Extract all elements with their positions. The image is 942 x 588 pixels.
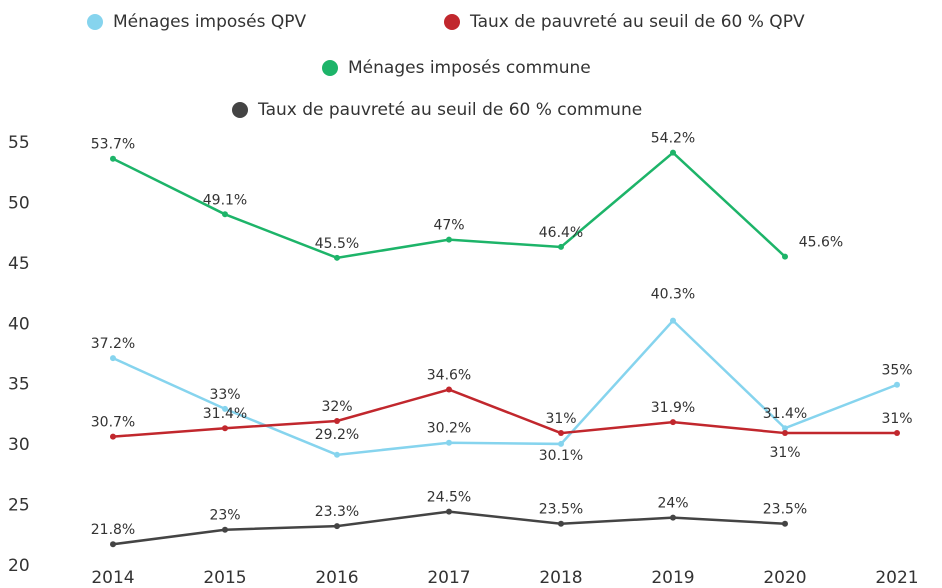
value-label: 31% [545,411,576,427]
data-point [558,520,564,527]
x-tick-label: 2021 [875,568,918,588]
data-point [894,430,900,437]
legend-marker [444,14,460,30]
data-point [222,405,228,412]
data-point [110,355,116,362]
data-point [446,386,452,393]
y-tick-label: 30 [8,435,30,455]
value-label: 45.5% [315,236,359,252]
x-tick-label: 2020 [763,568,806,588]
data-point [446,236,452,243]
legend-label: Taux de pauvreté au seuil de 60 % QPV [469,12,805,32]
data-point [670,149,676,156]
data-point [110,155,116,162]
value-label: 34.6% [427,368,471,384]
value-label: 31.9% [651,400,695,416]
data-point [558,243,564,250]
legend-marker [322,60,338,76]
value-label: 30.2% [427,421,471,437]
data-point [782,253,788,260]
value-label: 47% [433,218,464,234]
value-label: 23% [209,508,240,524]
data-point [782,430,788,437]
value-label: 35% [881,363,912,379]
value-label: 31% [881,411,912,427]
value-label: 29.2% [315,427,359,443]
y-tick-label: 45 [8,254,30,274]
data-point [558,430,564,437]
series-line [112,318,898,457]
value-label: 24% [657,496,688,512]
x-tick-label: 2019 [651,568,694,588]
value-label: 31% [769,445,800,461]
x-tick-label: 2014 [91,568,134,588]
data-point [558,440,564,447]
y-tick-label: 25 [8,496,30,516]
data-point [334,523,340,530]
value-label: 23.3% [315,504,359,520]
data-point [670,514,676,521]
data-point [894,381,900,388]
data-point [334,417,340,424]
y-tick-label: 35 [8,375,30,395]
value-label: 40.3% [651,287,695,303]
value-label: 37.2% [91,336,135,352]
data-point [782,520,788,527]
data-point [670,317,676,324]
data-point [222,425,228,432]
data-point [110,541,116,548]
data-point [446,439,452,446]
data-point [222,526,228,533]
value-label: 30.1% [539,448,583,464]
value-label: 21.8% [91,522,135,538]
value-label: 46.4% [539,225,583,241]
data-point [334,254,340,261]
value-label: 45.6% [799,235,843,251]
data-point [782,425,788,432]
value-label: 30.7% [91,415,135,431]
series-line [112,388,897,438]
x-tick-label: 2017 [427,568,470,588]
value-label: 23.5% [763,502,807,518]
value-label: 23.5% [539,502,583,518]
value-label: 33% [209,387,240,403]
value-label: 31.4% [203,406,247,422]
legend-marker [87,14,103,30]
value-label: 24.5% [427,490,471,506]
data-point [446,508,452,515]
y-tick-label: 40 [8,314,30,334]
value-label: 53.7% [91,137,135,153]
value-label: 32% [321,399,352,415]
y-tick-label: 55 [8,133,30,153]
x-tick-label: 2015 [203,568,246,588]
legend-label: Ménages imposés QPV [113,12,307,32]
value-label: 31.4% [763,406,807,422]
value-label: 54.2% [651,131,695,147]
legend-label: Taux de pauvreté au seuil de 60 % commun… [257,100,642,120]
data-point [670,419,676,426]
data-point [110,433,116,440]
y-tick-label: 20 [8,556,30,576]
data-point [334,451,340,458]
y-tick-label: 50 [8,193,30,213]
value-label: 49.1% [203,192,247,208]
data-point [222,211,228,218]
legend-marker [232,102,248,118]
x-tick-label: 2016 [315,568,358,588]
x-tick-label: 2018 [539,568,582,588]
legend-label: Ménages imposés commune [348,58,591,78]
